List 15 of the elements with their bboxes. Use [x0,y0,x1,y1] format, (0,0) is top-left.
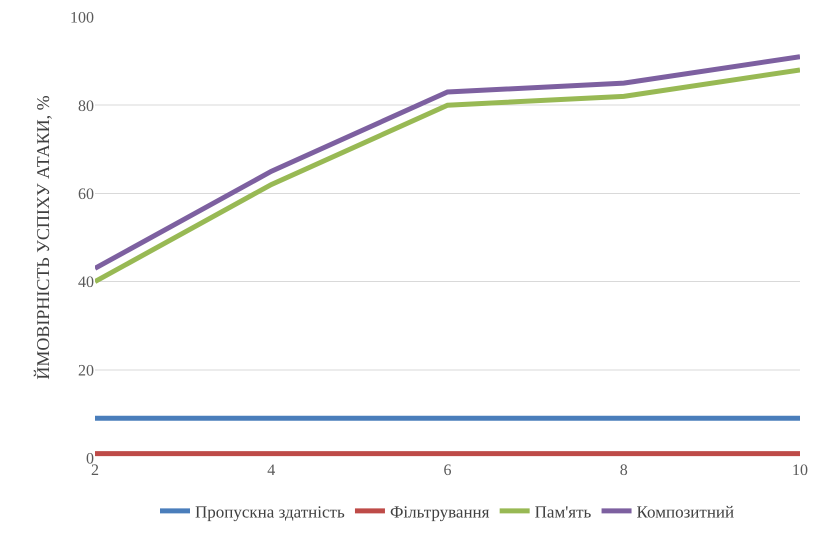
y-tick-label: 100 [70,10,94,27]
legend-label: Пропускна здатність [195,502,345,522]
y-tick-label: 20 [78,362,94,380]
y-tick-label: 60 [78,186,94,203]
y-axis-title: ЙМОВІРНІСТЬ УСПІХУ АТАКИ, % [33,95,54,380]
x-tick-label: 4 [267,462,276,479]
legend-label: Пам'ять [534,502,592,522]
legend-label: Фільтрування [390,502,490,522]
legend-label: Композитний [636,502,734,522]
x-tick-label: 2 [91,462,99,479]
y-tick-label: 40 [78,274,94,292]
y-tick-label: 80 [78,98,94,115]
x-tick-label: 8 [620,462,628,479]
x-tick-label: 6 [444,462,452,479]
x-tick-label: 10 [792,462,808,479]
